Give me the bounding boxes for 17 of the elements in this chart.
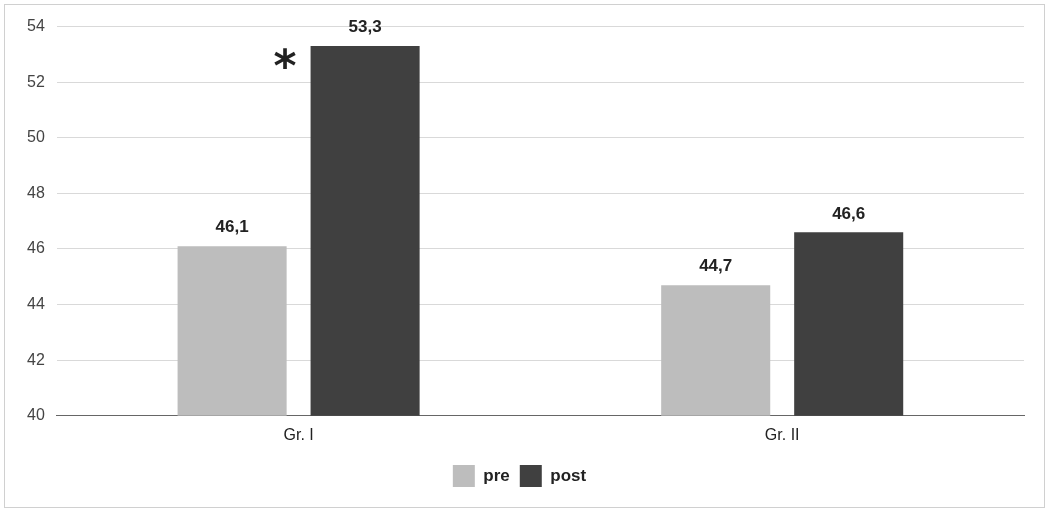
data-label: 53,3 <box>348 17 382 37</box>
data-label: 46,6 <box>832 203 866 223</box>
y-tick-label: 50 <box>27 128 45 146</box>
data-label: 46,1 <box>215 217 249 237</box>
x-tick-label: Gr. II <box>764 425 800 443</box>
legend-label: pre <box>483 465 510 485</box>
y-tick-label: 42 <box>27 350 45 368</box>
y-tick-label: 48 <box>27 183 45 201</box>
y-tick-label: 44 <box>27 295 45 313</box>
y-tick-label: 46 <box>27 239 45 257</box>
data-label: 44,7 <box>699 256 733 276</box>
annotation: * <box>273 40 297 92</box>
x-tick-label: Gr. I <box>283 425 314 443</box>
y-tick-label: 54 <box>27 17 45 35</box>
legend-label: post <box>550 465 587 485</box>
y-tick-label: 52 <box>27 72 45 90</box>
y-tick-label: 40 <box>27 406 45 424</box>
